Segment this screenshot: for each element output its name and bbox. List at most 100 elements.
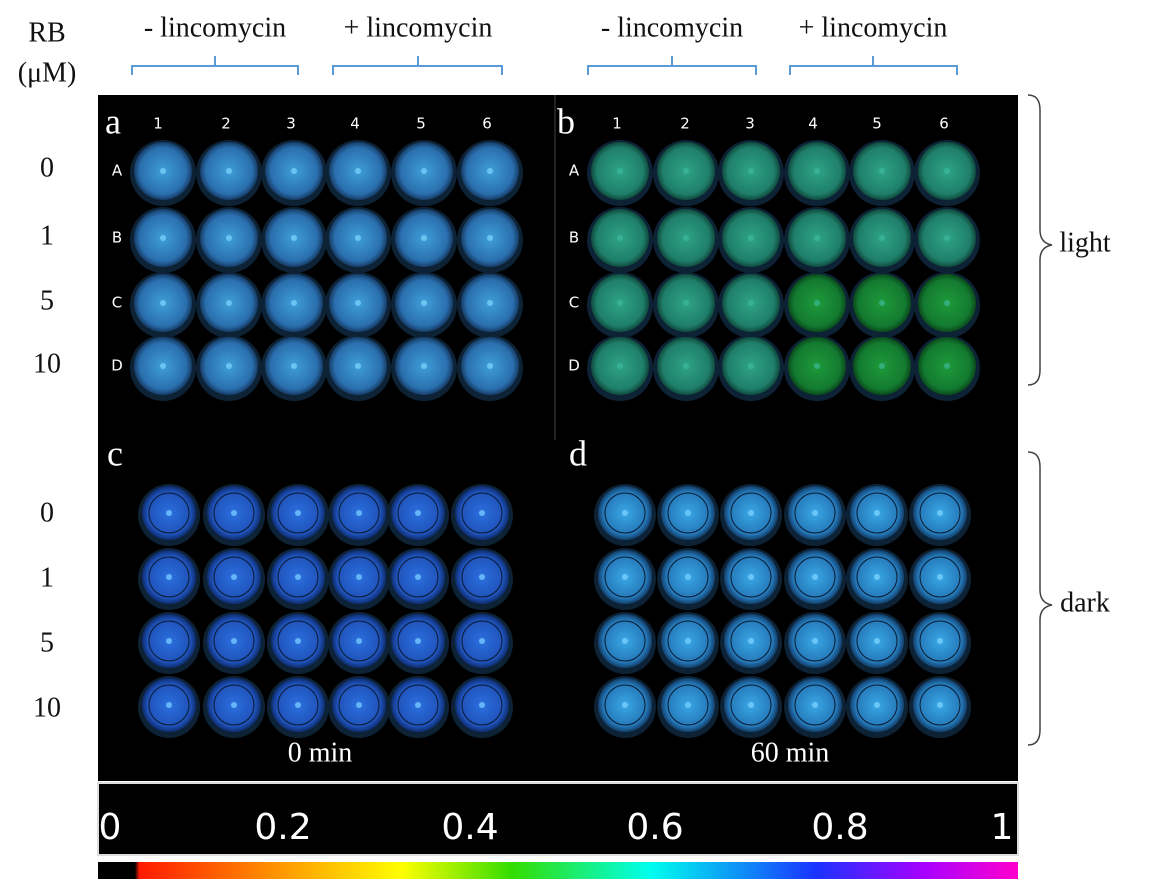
- well-spot: [812, 574, 818, 580]
- well-spot: [617, 363, 623, 369]
- axis-title: RB: [28, 17, 65, 48]
- rb-label: 0: [40, 152, 54, 183]
- panel-letter: d: [569, 433, 587, 473]
- well-spot: [622, 574, 628, 580]
- rb-label: 10: [33, 692, 61, 723]
- well-inner: [794, 620, 836, 662]
- side-braces: [1027, 94, 1053, 746]
- well-spot: [617, 235, 623, 241]
- well-inner: [730, 492, 772, 534]
- well-spot: [748, 235, 754, 241]
- well-spot: [812, 510, 818, 516]
- rb-label: 5: [40, 627, 54, 658]
- condition-label: dark: [1060, 587, 1110, 618]
- well-inner: [604, 620, 646, 662]
- rb-label: 1: [40, 562, 54, 593]
- well-spot: [487, 168, 493, 174]
- well-inner: [338, 684, 380, 726]
- group-label: + lincomycin: [799, 12, 948, 43]
- well-inner: [338, 620, 380, 662]
- well-spot: [356, 638, 362, 644]
- well-inner: [213, 492, 255, 534]
- well-inner: [856, 556, 898, 598]
- group-brackets: [131, 56, 958, 75]
- well-spot: [617, 300, 623, 306]
- well-spot: [295, 510, 301, 516]
- well-spot: [874, 510, 880, 516]
- panel-letter: b: [557, 101, 575, 141]
- well-spot: [231, 574, 237, 580]
- well-inner: [277, 556, 319, 598]
- well-spot: [683, 168, 689, 174]
- well-inner: [919, 492, 961, 534]
- group-label: - lincomycin: [601, 12, 743, 43]
- well-inner: [730, 556, 772, 598]
- column-label: 1: [612, 115, 622, 133]
- well-inner: [461, 556, 503, 598]
- well-spot: [291, 235, 297, 241]
- well-spot: [683, 300, 689, 306]
- well-spot: [291, 300, 297, 306]
- well-spot: [421, 168, 427, 174]
- well-inner: [461, 684, 503, 726]
- well-spot: [415, 574, 421, 580]
- well-spot: [874, 574, 880, 580]
- well-inner: [148, 684, 190, 726]
- column-label: 2: [221, 115, 231, 133]
- well-inner: [148, 556, 190, 598]
- well-inner: [604, 684, 646, 726]
- column-label: 6: [939, 115, 949, 133]
- well-inner: [794, 684, 836, 726]
- well-spot: [937, 574, 943, 580]
- well-spot: [944, 168, 950, 174]
- well-spot: [160, 300, 166, 306]
- rb-label: 0: [40, 497, 54, 528]
- well-spot: [355, 363, 361, 369]
- well-inner: [277, 620, 319, 662]
- axis-unit: (μM): [18, 57, 77, 88]
- condition-label: light: [1059, 227, 1111, 258]
- colorbar-tick-label: 0.6: [626, 807, 683, 848]
- well-inner: [461, 620, 503, 662]
- well-inner: [730, 684, 772, 726]
- rb-label: 10: [33, 348, 61, 379]
- well-inner: [397, 492, 439, 534]
- column-label: 2: [680, 115, 690, 133]
- well-spot: [748, 363, 754, 369]
- row-label: A: [112, 162, 123, 180]
- colorbar-tick-label: 1: [991, 807, 1014, 848]
- column-label: 6: [482, 115, 492, 133]
- colorbar-tick-label: 0.2: [254, 807, 311, 848]
- well-inner: [213, 684, 255, 726]
- well-spot: [295, 638, 301, 644]
- well-inner: [667, 684, 709, 726]
- well-spot: [356, 574, 362, 580]
- column-label: 1: [153, 115, 163, 133]
- column-label: 5: [416, 115, 426, 133]
- well-spot: [231, 638, 237, 644]
- well-inner: [919, 620, 961, 662]
- well-spot: [683, 363, 689, 369]
- well-spot: [617, 168, 623, 174]
- panel-letter: c: [107, 433, 123, 473]
- well-spot: [748, 300, 754, 306]
- well-spot: [415, 638, 421, 644]
- well-spot: [356, 510, 362, 516]
- well-inner: [397, 620, 439, 662]
- well-spot: [685, 638, 691, 644]
- colorbar-tick-label: 0.4: [441, 807, 498, 848]
- rb-label: 1: [40, 220, 54, 251]
- well-spot: [226, 363, 232, 369]
- well-spot: [748, 574, 754, 580]
- group-label: + lincomycin: [344, 12, 493, 43]
- colorbar-box: [97, 782, 1019, 856]
- well-spot: [874, 702, 880, 708]
- well-spot: [879, 235, 885, 241]
- well-spot: [487, 300, 493, 306]
- colorbar-tick-label: 0.8: [811, 807, 868, 848]
- column-label: 4: [350, 115, 360, 133]
- well-spot: [874, 638, 880, 644]
- well-spot: [814, 235, 820, 241]
- well-inner: [667, 620, 709, 662]
- well-inner: [730, 620, 772, 662]
